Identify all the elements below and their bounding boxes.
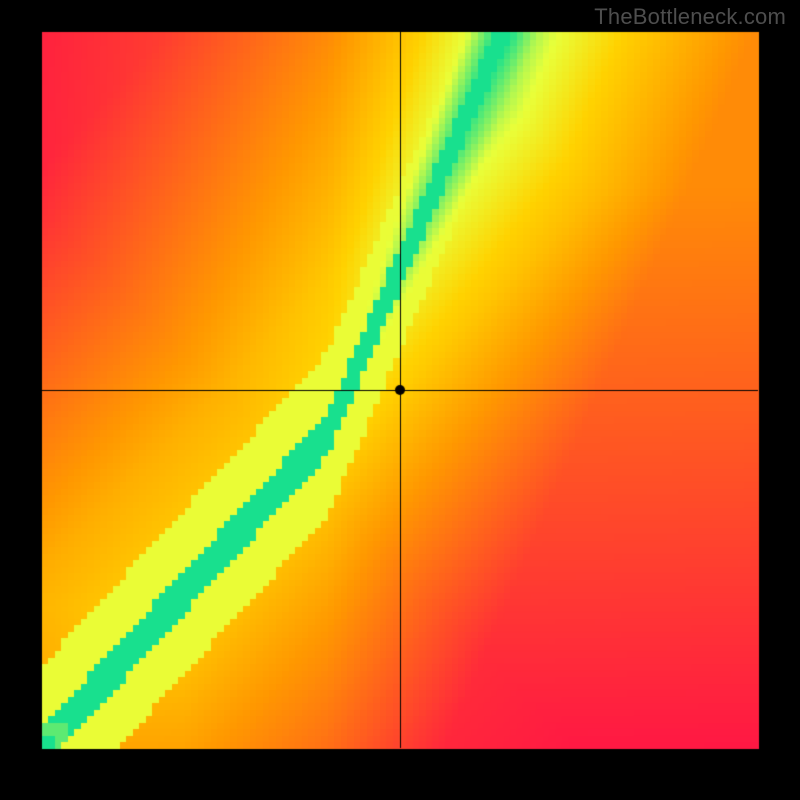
chart-container: TheBottleneck.com: [0, 0, 800, 800]
watermark-text: TheBottleneck.com: [594, 4, 786, 30]
bottleneck-heatmap: [0, 0, 800, 800]
